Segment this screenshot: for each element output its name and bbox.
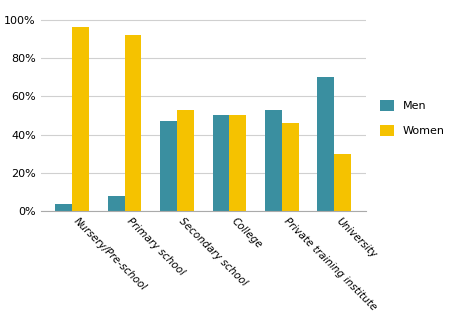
Bar	[125, 35, 141, 211]
Bar	[265, 110, 282, 211]
Bar	[55, 203, 72, 211]
Bar	[108, 196, 125, 211]
Legend: Men, Women: Men, Women	[375, 94, 450, 142]
Bar	[229, 115, 246, 211]
Bar	[177, 110, 194, 211]
Bar	[160, 121, 177, 211]
Bar	[318, 77, 334, 211]
Bar	[212, 115, 229, 211]
Bar	[282, 123, 299, 211]
Bar	[334, 154, 351, 211]
Bar	[72, 27, 89, 211]
